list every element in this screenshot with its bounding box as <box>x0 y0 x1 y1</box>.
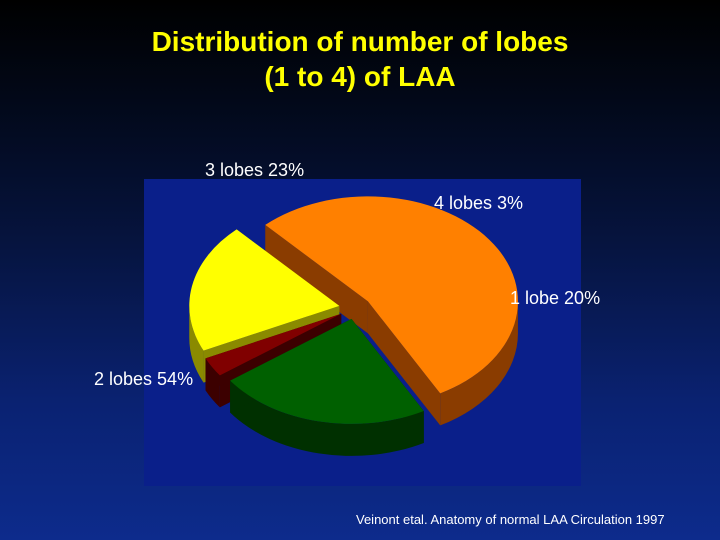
slice-wall-2-lobes-start <box>265 224 368 334</box>
slice-3-lobes <box>230 318 424 424</box>
chart-title: Distribution of number of lobes (1 to 4)… <box>0 24 720 94</box>
citation: Veinont etal. Anatomy of normal LAA Circ… <box>356 512 665 527</box>
slice-wall-2-lobes-end <box>367 301 441 426</box>
slice-wall-4-lobes-end <box>205 313 342 391</box>
slice-side-2-lobes <box>440 301 518 426</box>
slice-label-3-lobes: 3 lobes 23% <box>205 160 304 180</box>
slice-label-1-lobe: 1 lobe 20% <box>510 288 600 308</box>
chart-title-line-1: Distribution of number of lobes <box>151 26 569 57</box>
slice-2-lobes <box>265 196 518 394</box>
slice-label-4-lobes: 4 lobes 3% <box>434 193 523 213</box>
slice-4-lobes <box>205 313 342 376</box>
chart-title-line-2: (1 to 4) of LAA <box>264 61 456 92</box>
slice-side-1-lobe <box>189 305 204 383</box>
slice-side-3-lobes <box>230 380 424 456</box>
slice-label-2-lobes: 2 lobes 54% <box>94 369 193 389</box>
slice-1-lobe <box>189 229 340 351</box>
